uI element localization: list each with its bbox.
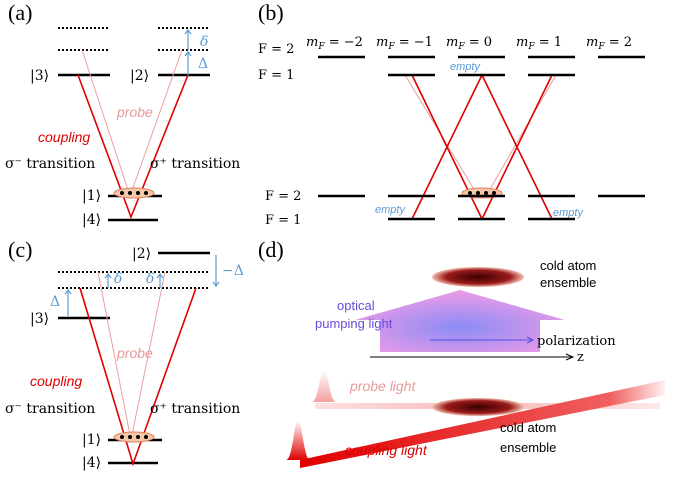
transition-label: σ⁻ transition: [5, 401, 95, 417]
probe-label: probe light: [349, 378, 416, 394]
coupling-beam: [300, 380, 665, 468]
coupling-label: coupling light: [345, 442, 428, 458]
detuning-arrow: [64, 255, 220, 316]
F-label: F = 2: [265, 189, 301, 204]
mF-label: mF = −2: [306, 35, 363, 52]
probe-label: probe: [116, 104, 153, 120]
panel-label: (c): [8, 237, 32, 262]
polarization-label: polarization: [537, 334, 616, 349]
panel-b: (b) F = 2 F = 1 F = 2 F = 1 empty empty …: [258, 0, 645, 228]
panel-c: (c) Δ δ δ −Δ |2⟩ |3⟩ |1⟩ |4⟩ probe coupl…: [5, 237, 244, 471]
mF-symbol: m: [586, 35, 598, 50]
mF-value: = −2: [325, 35, 363, 50]
probe-line: [404, 74, 557, 197]
F-label: F = 2: [258, 42, 294, 57]
probe-profile: [312, 370, 336, 402]
transition-label: σ⁻ transition: [5, 156, 95, 172]
delta: δ: [146, 271, 154, 287]
mF-label: mF = 1: [516, 35, 562, 52]
z-axis: [370, 353, 575, 361]
coupling-label: coupling: [30, 373, 82, 389]
mF-subscript: F: [597, 42, 605, 52]
polarization-arrow: [430, 336, 535, 344]
empty-label: empty: [375, 204, 406, 216]
mF-value: = 2: [605, 35, 632, 50]
atom-cloud: [432, 398, 524, 416]
mF-label: mF = 2: [586, 35, 632, 52]
pump-label: pumping light: [315, 316, 393, 331]
coupling-line: [411, 74, 553, 220]
mF-symbol: m: [516, 35, 528, 50]
ket: |4⟩: [82, 212, 101, 228]
transition-label: σ⁺ transition: [150, 401, 240, 417]
mF-symbol: m: [376, 35, 388, 50]
coupling-line: [77, 74, 189, 220]
mF-subscript: F: [527, 42, 535, 52]
coupling-profile: [286, 420, 310, 460]
panel-d: (d) cold atom ensemble optical pumping l…: [258, 237, 665, 468]
mF-value: = 0: [465, 35, 492, 50]
atoms: [113, 187, 155, 199]
ket: |2⟩: [132, 246, 151, 262]
coupling-line: [79, 287, 197, 467]
coupling-label: coupling: [38, 129, 90, 145]
atom-dots: [120, 191, 148, 195]
panel-a: (a) δ Δ |3⟩ |2⟩ |1⟩ |4⟩ probe coupling σ…: [5, 0, 240, 228]
Delta: Δ: [198, 56, 208, 72]
ket: |4⟩: [82, 455, 101, 471]
delta: δ: [200, 34, 208, 50]
F-label: F = 1: [265, 213, 301, 228]
probe-label: probe: [116, 345, 153, 361]
atom-cloud: [432, 267, 524, 287]
mF-symbol: m: [446, 35, 458, 50]
ket: |2⟩: [130, 68, 149, 84]
mF-label: mF = −1: [376, 35, 433, 52]
pumping-arrow: [355, 290, 565, 352]
cloud-label: cold atom: [540, 258, 596, 273]
atom-dots: [468, 191, 496, 195]
ket: |1⟩: [82, 432, 101, 448]
mF-label: mF = 0: [446, 35, 492, 52]
empty-label: empty: [450, 61, 481, 73]
cloud-label: ensemble: [540, 275, 596, 290]
mF-subscript: F: [457, 42, 465, 52]
ket: |3⟩: [30, 311, 49, 327]
panel-label: (a): [8, 0, 32, 25]
mF-subscript: F: [317, 42, 325, 52]
Delta: Δ: [50, 294, 60, 310]
mF-value: = −1: [395, 35, 433, 50]
cloud-label: ensemble: [500, 440, 556, 455]
ket: |3⟩: [30, 68, 49, 84]
ket: |1⟩: [82, 188, 101, 204]
F-label: F = 1: [258, 68, 294, 83]
minus-Delta: −Δ: [222, 263, 244, 279]
panel-label: (d): [258, 237, 284, 262]
atoms: [113, 431, 155, 443]
z-label: z: [577, 350, 584, 365]
mF-symbol: m: [306, 35, 318, 50]
mF-value: = 1: [535, 35, 562, 50]
panel-label: (b): [258, 0, 284, 25]
transition-label: σ⁺ transition: [150, 156, 240, 172]
mF-subscript: F: [387, 42, 395, 52]
pump-label: optical: [337, 298, 375, 313]
cloud-label: cold atom: [500, 420, 556, 435]
empty-label: empty: [553, 207, 584, 219]
atom-dots: [120, 435, 148, 439]
detuning-arrow: [184, 29, 192, 75]
delta: δ: [114, 271, 122, 287]
